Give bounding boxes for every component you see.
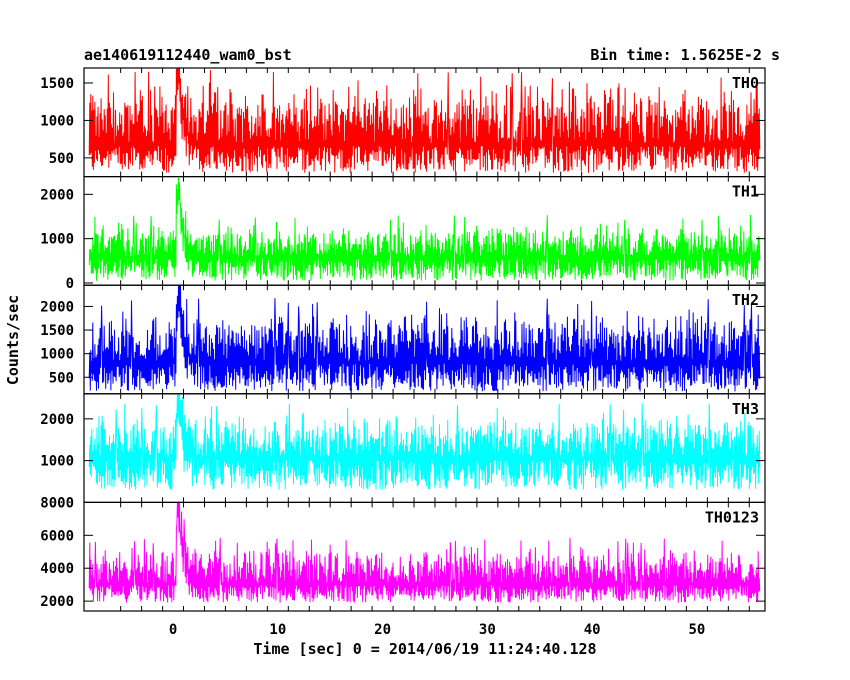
x-tick-label: 30 (479, 622, 496, 638)
x-tick-label: 50 (688, 622, 705, 638)
y-axis-label: Counts/sec (4, 295, 22, 385)
x-tick-label: 0 (169, 622, 177, 638)
series-line-th1 (88, 176, 761, 281)
y-tick-label-th2: 2000 (40, 299, 74, 315)
y-tick-label-th0123: 4000 (40, 561, 74, 577)
panel-label-th0123: TH0123 (705, 508, 759, 526)
y-tick-label-th2: 1000 (40, 347, 74, 363)
x-tick-label: 40 (584, 622, 601, 638)
x-tick-label: 20 (374, 622, 391, 638)
title-right: Bin time: 1.5625E-2 s (590, 46, 780, 64)
y-tick-label-th0123: 2000 (40, 594, 74, 610)
y-tick-label-th0: 500 (49, 151, 74, 167)
y-tick-label-th0: 1500 (40, 76, 74, 92)
x-axis-label: Time [sec] 0 = 2014/06/19 11:24:40.128 (253, 640, 596, 658)
y-tick-label-th1: 1000 (40, 232, 74, 248)
panel-label-th2: TH2 (732, 291, 759, 309)
series-line-th3 (88, 393, 761, 490)
y-tick-label-th3: 2000 (40, 412, 74, 428)
panel-label-th1: TH1 (732, 183, 759, 201)
series-line-th0123 (88, 502, 761, 603)
y-tick-label-th0123: 6000 (40, 528, 74, 544)
y-tick-label-th3: 1000 (40, 454, 74, 470)
x-tick-label: 10 (269, 622, 286, 638)
y-tick-label-th1: 2000 (40, 187, 74, 203)
y-tick-label-th0: 1000 (40, 113, 74, 129)
y-tick-label-th0123: 8000 (40, 495, 74, 511)
y-tick-label-th2: 1500 (40, 323, 74, 339)
series-line-th0 (88, 67, 761, 173)
series-line-th2 (88, 285, 761, 392)
y-tick-label-th2: 500 (49, 370, 74, 386)
y-tick-label-th1: 0 (66, 276, 74, 292)
panel-frame-th0123 (83, 501, 766, 612)
panel-label-th0: TH0 (732, 74, 759, 92)
title-left: ae140619112440_wam0_bst (84, 46, 292, 64)
panel-label-th3: TH3 (732, 400, 759, 418)
